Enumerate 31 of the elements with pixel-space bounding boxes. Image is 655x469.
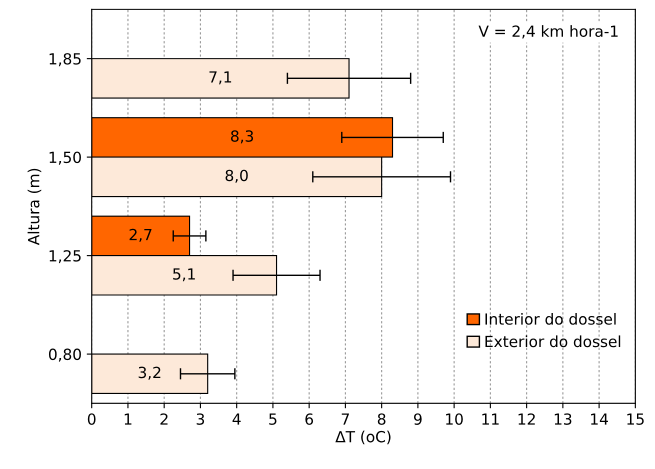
y-tick-label: 0,80 bbox=[48, 348, 81, 362]
x-tick-label: 11 bbox=[482, 414, 499, 425]
y-tick-label: 1,25 bbox=[50, 250, 81, 264]
x-tick-label: 10 bbox=[446, 413, 463, 425]
legend-label: Interior do dossel bbox=[485, 312, 616, 325]
x-axis-title: ΔT (oC) bbox=[335, 430, 390, 444]
data-label: 7,1 bbox=[209, 71, 232, 84]
legend-label: Exterior do dossel bbox=[485, 335, 620, 348]
x-tick-label: 15 bbox=[627, 414, 644, 425]
x-tick-label: 3 bbox=[196, 413, 204, 425]
annotation: V = 2,4 km hora-1 bbox=[478, 25, 618, 39]
x-tick-label: 5 bbox=[269, 414, 276, 425]
x-tick-label: 9 bbox=[414, 413, 422, 425]
data-label: 8,0 bbox=[226, 170, 248, 183]
x-tick-label: 1 bbox=[124, 414, 132, 425]
x-tick-label: 8 bbox=[378, 413, 386, 425]
x-tick-label: 7 bbox=[342, 414, 349, 425]
y-axis-title: Altura (m) bbox=[28, 168, 42, 246]
data-label: 3,2 bbox=[138, 366, 160, 380]
x-tick-label: 13 bbox=[554, 413, 572, 425]
y-tick-label: 1,85 bbox=[50, 53, 81, 66]
x-tick-label: 2 bbox=[160, 413, 168, 425]
data-label: 5,1 bbox=[173, 268, 195, 282]
x-tick-label: 0 bbox=[88, 413, 96, 425]
x-tick-label: 6 bbox=[305, 413, 314, 425]
data-label: 2,7 bbox=[130, 228, 152, 242]
x-tick-label: 12 bbox=[518, 413, 535, 425]
x-tick-label: 4 bbox=[232, 414, 241, 425]
data-label: 8,3 bbox=[231, 130, 254, 144]
y-tick-label: 1,50 bbox=[50, 152, 81, 165]
x-tick-label: 14 bbox=[591, 414, 608, 425]
